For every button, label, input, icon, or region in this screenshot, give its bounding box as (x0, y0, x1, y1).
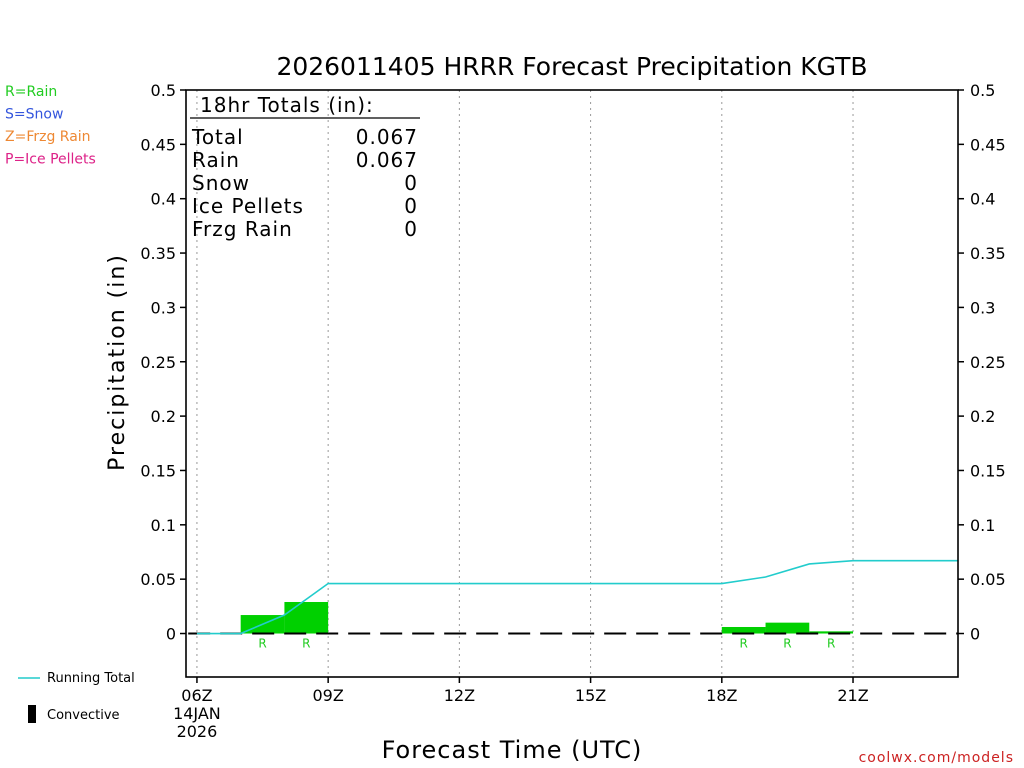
running-total-legend-label: Running Total (47, 671, 135, 686)
rain-bar (765, 622, 810, 634)
rain-bar (721, 626, 766, 634)
y-tick-label-left: 0.05 (140, 570, 176, 589)
totals-value: 0 (404, 217, 418, 241)
totals-label: Ice Pellets (192, 194, 304, 218)
convective-legend-swatch (28, 705, 36, 723)
y-tick-label-right: 0.25 (970, 353, 1006, 372)
y-tick-label-left: 0.15 (140, 461, 176, 480)
y-tick-label-right: 0 (970, 625, 980, 644)
ptype-label: R (302, 637, 310, 651)
credit-text: coolwx.com/models (859, 750, 1014, 766)
convective-legend-label: Convective (47, 708, 120, 723)
x-tick-label-21Z: 21Z (837, 686, 868, 705)
y-tick-label-right: 0.2 (970, 407, 995, 426)
y-tick-label-left: 0.4 (151, 190, 176, 209)
ptype-label: R (827, 637, 835, 651)
y-tick-label-left: 0.3 (151, 298, 176, 317)
totals-label: Total (191, 125, 244, 149)
totals-value: 0.067 (356, 148, 418, 172)
y-tick-label-right: 0.35 (970, 244, 1006, 263)
ptype-label: R (258, 637, 266, 651)
x-tick-label-06Z: 06Z (181, 686, 212, 705)
y-tick-label-right: 0.4 (970, 190, 995, 209)
y-tick-label-left: 0 (166, 625, 176, 644)
y-tick-label-left: 0.45 (140, 135, 176, 154)
ptype-legend-item: Z=Frzg Rain (5, 129, 91, 145)
precip-type-legend: R=Rain S=Snow Z=Frzg Rain P=Ice Pellets (5, 84, 96, 168)
ptype-legend-item: S=Snow (5, 107, 63, 123)
x-tick-label-18Z: 18Z (706, 686, 737, 705)
totals-label: Rain (192, 148, 240, 172)
totals-label: Snow (192, 171, 250, 195)
x-axis-label: Forecast Time (UTC) (382, 736, 643, 764)
x-tick-label-09Z: 09Z (312, 686, 343, 705)
ptype-label: R (740, 637, 748, 651)
y-tick-label-left: 0.25 (140, 353, 176, 372)
x-date-year: 2026 (177, 722, 218, 741)
y-tick-label-right: 0.45 (970, 135, 1006, 154)
totals-value: 0 (404, 171, 418, 195)
bottom-legend: Running Total Convective (18, 671, 135, 723)
x-date-month: 14JAN (173, 704, 221, 723)
ptype-label: R (783, 637, 791, 651)
totals-box: 18hr Totals (in): Total 0.067 Rain 0.067 Sno… (190, 93, 420, 241)
totals-value: 0.067 (356, 125, 418, 149)
x-tick-label-12Z: 12Z (444, 686, 475, 705)
y-tick-label-right: 0.15 (970, 461, 1006, 480)
rain-bar (809, 631, 854, 634)
x-tick-label-15Z: 15Z (575, 686, 606, 705)
ptype-legend-item: R=Rain (5, 84, 57, 100)
vertical-grid (196, 90, 854, 677)
totals-label: Frzg Rain (192, 217, 293, 241)
rain-bar (284, 601, 329, 634)
y-tick-label-left: 0.35 (140, 244, 176, 263)
y-tick-label-left: 0.1 (151, 516, 176, 535)
chart-title: 2026011405 HRRR Forecast Precipitation K… (276, 52, 867, 81)
running-total-line (196, 559, 958, 635)
y-axes: 0 00.05 0.050.1 0.10.15 0.150.2 0.20.25 0.250.… (140, 81, 1005, 644)
y-tick-label-right: 0.05 (970, 570, 1006, 589)
y-axis-label: Precipitation (in) (105, 253, 130, 471)
y-tick-label-right: 0.5 (970, 81, 995, 100)
ptype-legend-item: P=Ice Pellets (5, 152, 96, 168)
totals-heading: 18hr Totals (in): (200, 93, 374, 117)
y-tick-label-right: 0.1 (970, 516, 995, 535)
y-tick-label-left: 0.2 (151, 407, 176, 426)
y-tick-label-right: 0.3 (970, 298, 995, 317)
totals-value: 0 (404, 194, 418, 218)
plot-frame (185, 89, 959, 678)
y-tick-label-left: 0.5 (151, 81, 176, 100)
